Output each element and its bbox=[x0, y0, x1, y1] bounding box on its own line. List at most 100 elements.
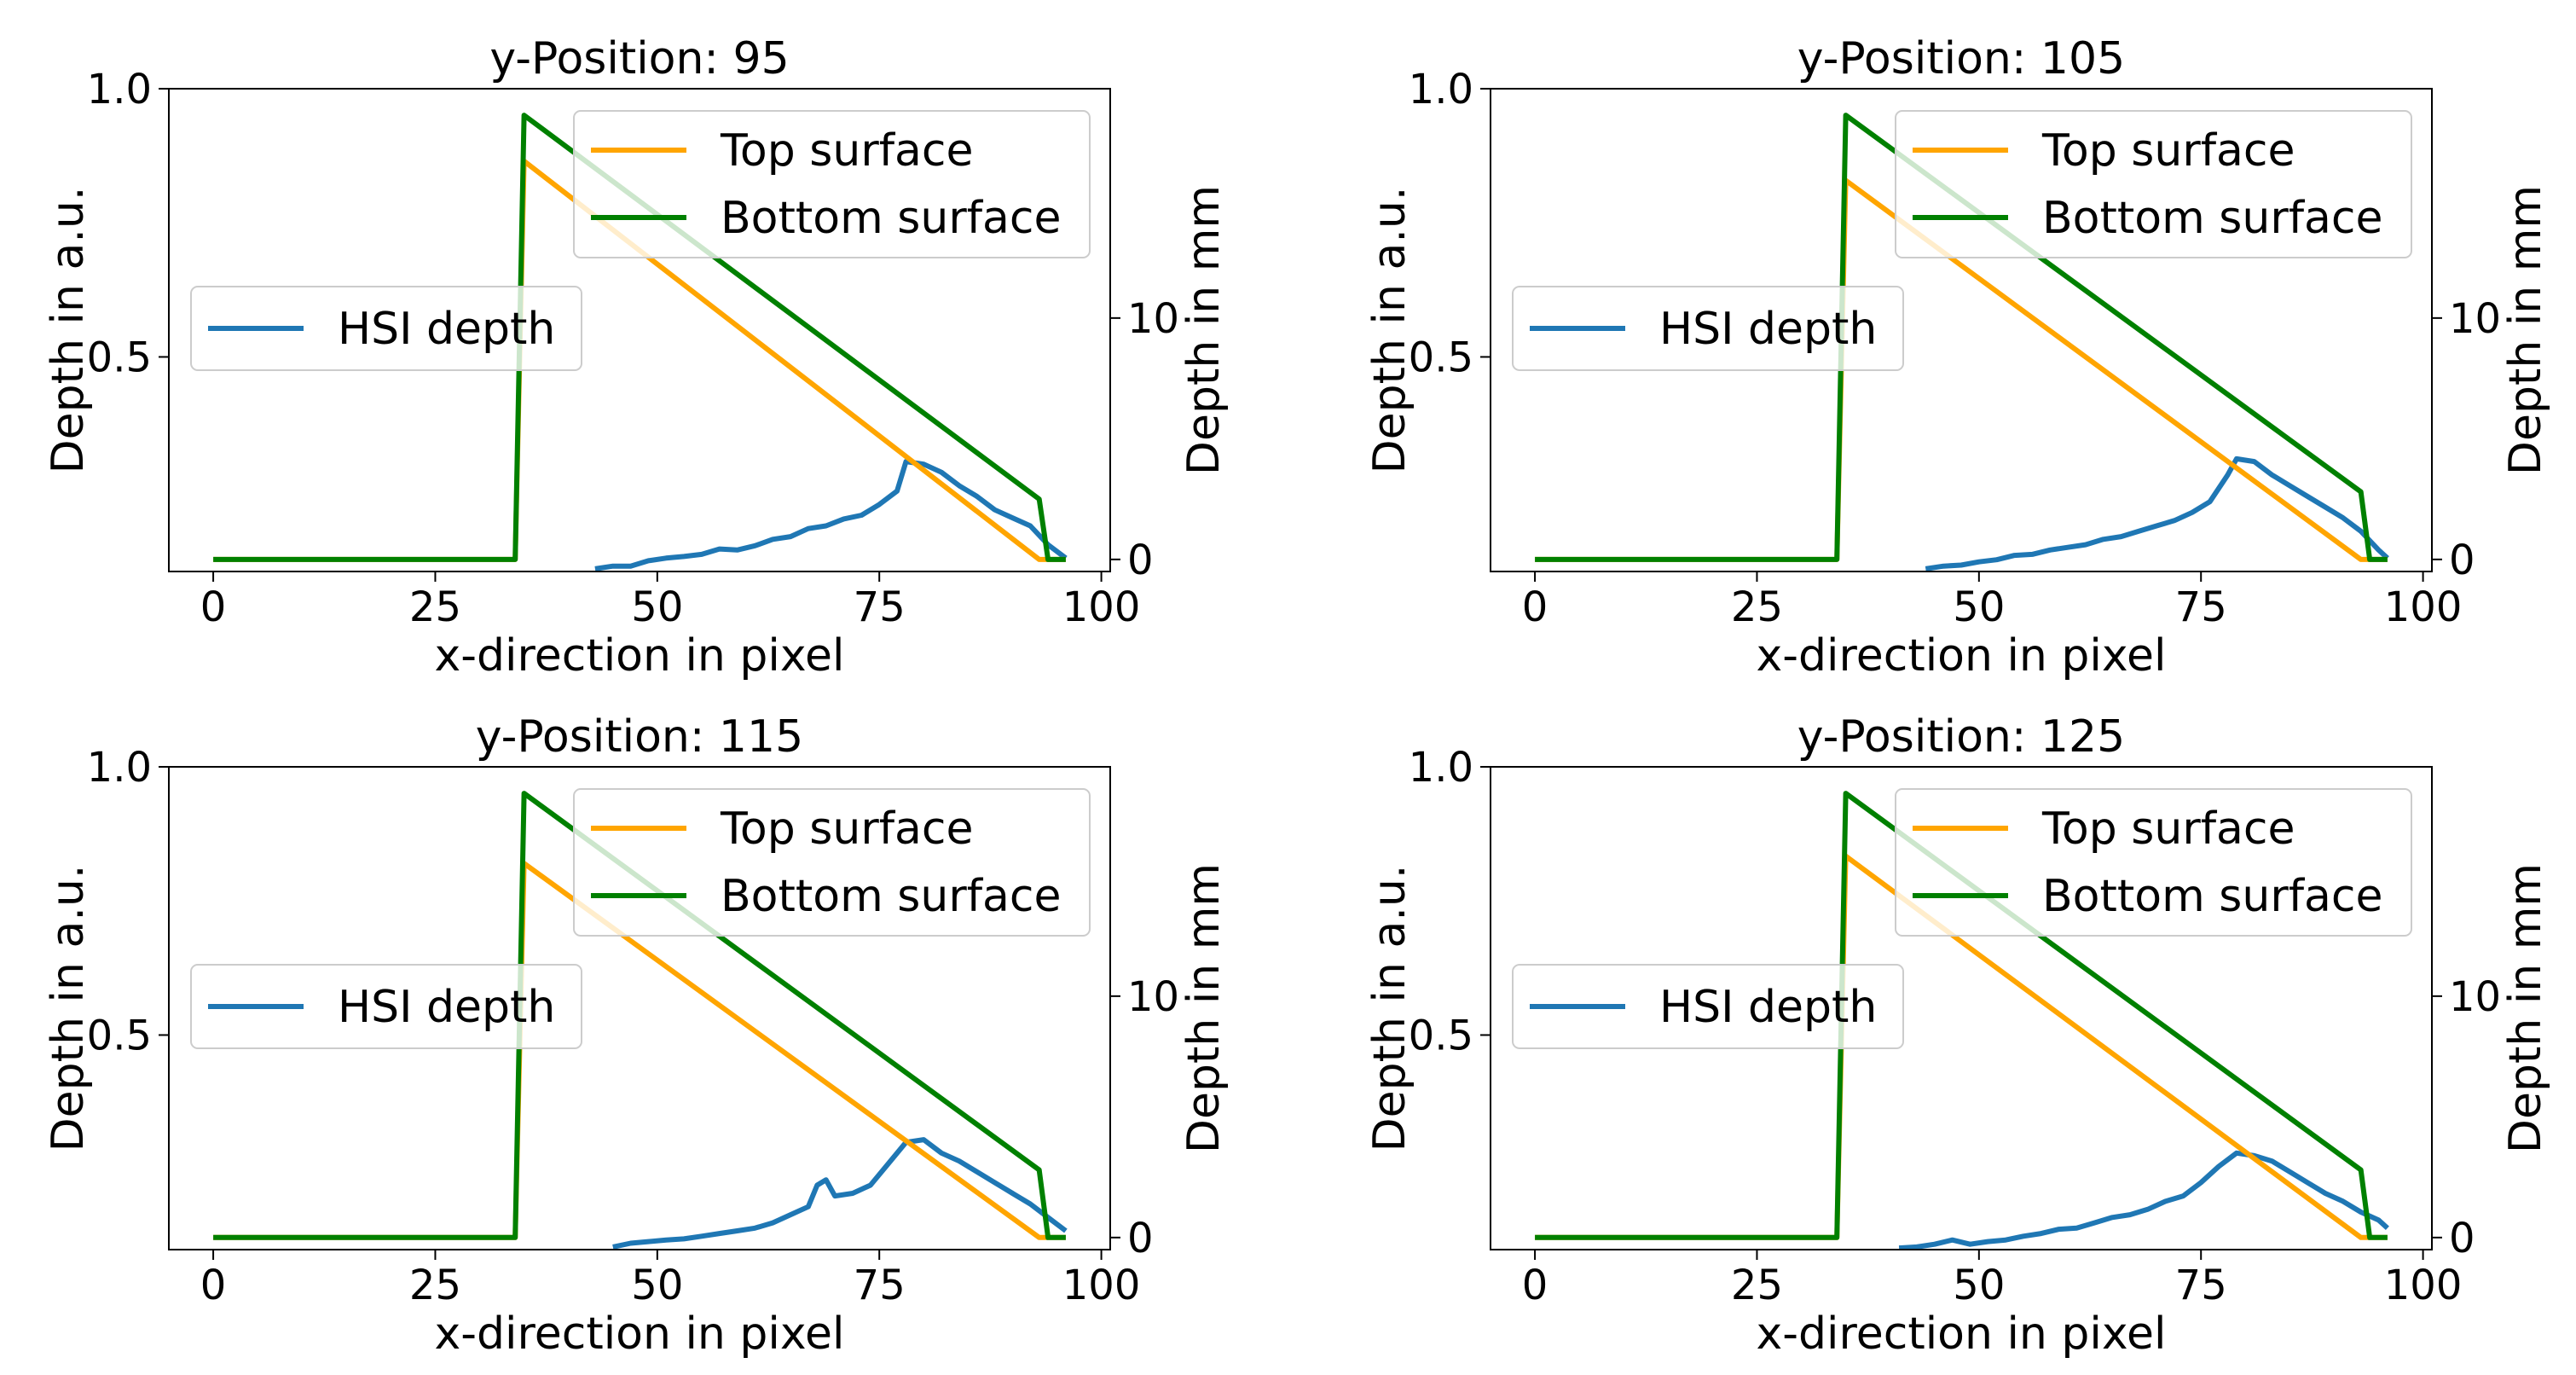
y-tick-label: 0.5 bbox=[1409, 1012, 1473, 1059]
x-tick-label: 50 bbox=[631, 583, 683, 631]
x-tick-label: 25 bbox=[1731, 1262, 1783, 1309]
axes-frame bbox=[1490, 766, 2433, 1250]
y-tick-label: 0.5 bbox=[1409, 334, 1473, 381]
series-group bbox=[213, 791, 1068, 1250]
subplot-title: y-Position: 105 bbox=[1797, 33, 2125, 84]
x-axis-label: x-direction in pixel bbox=[1757, 1308, 2167, 1360]
y-tick-label: 1.0 bbox=[87, 744, 152, 792]
y-axis-label-right: Depth in mm bbox=[1178, 863, 1230, 1153]
x-tick-label: 50 bbox=[1953, 583, 2005, 631]
legend-box bbox=[190, 964, 582, 1049]
legend-label-hsi-depth: HSI depth bbox=[1659, 982, 1877, 1033]
subplot-3: 0 25 50 75 100 0.5 1.0 0 10 y-Position: 115 x-dire… bbox=[43, 711, 1230, 1360]
series-hsi-depth-line bbox=[1898, 1150, 2389, 1250]
legend-box bbox=[573, 788, 1091, 937]
x-tick-label: 100 bbox=[2384, 1262, 2463, 1309]
y-axis-label-left: Depth in a.u. bbox=[1364, 187, 1415, 474]
y-axis-label-right: Depth in mm bbox=[2500, 185, 2551, 475]
x-tick-label: 25 bbox=[1731, 583, 1783, 631]
x-tick-label: 0 bbox=[200, 1262, 227, 1309]
subplot-2: 0 25 50 75 100 0.5 1.0 0 10 y-Position: 105 x-dire… bbox=[1364, 33, 2551, 682]
series-group bbox=[1535, 113, 2389, 571]
y-axis-label-left: Depth in a.u. bbox=[1364, 865, 1415, 1152]
x-tick-label: 25 bbox=[409, 583, 461, 631]
y-tick-label: 1.0 bbox=[1409, 66, 1473, 113]
series-bottom-surface-line bbox=[213, 113, 1066, 562]
y-tick-label: 0.5 bbox=[87, 1012, 152, 1059]
x-tick-label: 0 bbox=[1522, 583, 1548, 631]
y-right-tick-label: 10 bbox=[1127, 295, 1179, 343]
series-hsi-depth-line bbox=[594, 459, 1068, 571]
legend-label-bottom-surface: Bottom surface bbox=[2042, 871, 2382, 922]
x-tick-label: 100 bbox=[1062, 1262, 1141, 1309]
y-tick-label: 1.0 bbox=[1409, 744, 1473, 792]
x-tick-label: 25 bbox=[409, 1262, 461, 1309]
x-tick-label: 50 bbox=[1953, 1262, 2005, 1309]
series-group bbox=[1535, 791, 2389, 1250]
y-right-tick-label: 0 bbox=[1127, 1215, 1154, 1262]
subplot-title: y-Position: 115 bbox=[476, 711, 803, 763]
x-tick-label: 0 bbox=[1522, 1262, 1548, 1309]
x-tick-label: 75 bbox=[2175, 583, 2227, 631]
legend-right: Top surface Bottom surface bbox=[1895, 788, 2412, 937]
y-axis-label-right: Depth in mm bbox=[1178, 185, 1230, 475]
x-tick-label: 0 bbox=[200, 583, 227, 631]
x-axis-label: x-direction in pixel bbox=[1757, 630, 2167, 682]
y-right-tick-label: 0 bbox=[2449, 1215, 2475, 1262]
x-tick-label: 75 bbox=[854, 1262, 906, 1309]
legend-box bbox=[190, 286, 582, 371]
y-axis-label-left: Depth in a.u. bbox=[43, 187, 94, 474]
x-tick-label: 100 bbox=[2384, 583, 2463, 631]
legend-box bbox=[1895, 110, 2412, 258]
legend-label-top-surface: Top surface bbox=[720, 125, 973, 177]
y-axis-label-left: Depth in a.u. bbox=[43, 865, 94, 1152]
x-tick-label: 100 bbox=[1062, 583, 1141, 631]
legend-right: Top surface Bottom surface bbox=[573, 110, 1091, 258]
series-bottom-surface-line bbox=[1535, 791, 2388, 1240]
legend-left: HSI depth bbox=[1512, 964, 1904, 1049]
y-tick-label: 1.0 bbox=[87, 66, 152, 113]
legend-label-hsi-depth: HSI depth bbox=[338, 982, 555, 1033]
legend-left: HSI depth bbox=[190, 286, 582, 371]
y-right-tick-label: 0 bbox=[2449, 537, 2475, 584]
x-tick-label: 50 bbox=[631, 1262, 683, 1309]
legend-box bbox=[573, 110, 1091, 258]
legend-box bbox=[1512, 286, 1904, 371]
legend-label-bottom-surface: Bottom surface bbox=[721, 871, 1061, 922]
legend-label-hsi-depth: HSI depth bbox=[338, 304, 555, 355]
legend-left: HSI depth bbox=[1512, 286, 1904, 371]
subplot-4: 0 25 50 75 100 0.5 1.0 0 10 y-Position: 125 x-dire… bbox=[1364, 711, 2551, 1360]
axes-frame bbox=[1490, 88, 2433, 572]
series-hsi-depth-line bbox=[1925, 455, 2389, 571]
series-group bbox=[213, 113, 1068, 571]
y-axis-label-right: Depth in mm bbox=[2500, 863, 2551, 1153]
series-hsi-depth-line bbox=[612, 1137, 1068, 1250]
x-tick-label: 75 bbox=[854, 583, 906, 631]
x-axis-label: x-direction in pixel bbox=[435, 1308, 845, 1360]
axes-frame bbox=[168, 766, 1111, 1250]
legend-box bbox=[1512, 964, 1904, 1049]
subplot-1: 0 25 50 75 100 0.5 1.0 0 10 y-Position: 95 x-direc… bbox=[43, 33, 1230, 682]
legend-label-top-surface: Top surface bbox=[2041, 804, 2295, 855]
legend-label-hsi-depth: HSI depth bbox=[1659, 304, 1877, 355]
subplot-title: y-Position: 95 bbox=[489, 33, 789, 84]
legend-label-bottom-surface: Bottom surface bbox=[2042, 193, 2382, 244]
x-axis-label: x-direction in pixel bbox=[435, 630, 845, 682]
y-right-tick-label: 10 bbox=[2449, 973, 2501, 1021]
axes-frame bbox=[168, 88, 1111, 572]
legend-right: Top surface Bottom surface bbox=[573, 788, 1091, 937]
subplot-title: y-Position: 125 bbox=[1797, 711, 2125, 763]
legend-label-top-surface: Top surface bbox=[2041, 125, 2295, 177]
legend-label-top-surface: Top surface bbox=[720, 804, 973, 855]
y-tick-label: 0.5 bbox=[87, 334, 152, 381]
series-bottom-surface-line bbox=[213, 791, 1066, 1240]
series-bottom-surface-line bbox=[1535, 113, 2388, 562]
x-tick-label: 75 bbox=[2175, 1262, 2227, 1309]
y-right-tick-label: 10 bbox=[1127, 973, 1179, 1021]
legend-box bbox=[1895, 788, 2412, 937]
legend-label-bottom-surface: Bottom surface bbox=[721, 193, 1061, 244]
legend-left: HSI depth bbox=[190, 964, 582, 1049]
y-right-tick-label: 10 bbox=[2449, 295, 2501, 343]
legend-right: Top surface Bottom surface bbox=[1895, 110, 2412, 258]
